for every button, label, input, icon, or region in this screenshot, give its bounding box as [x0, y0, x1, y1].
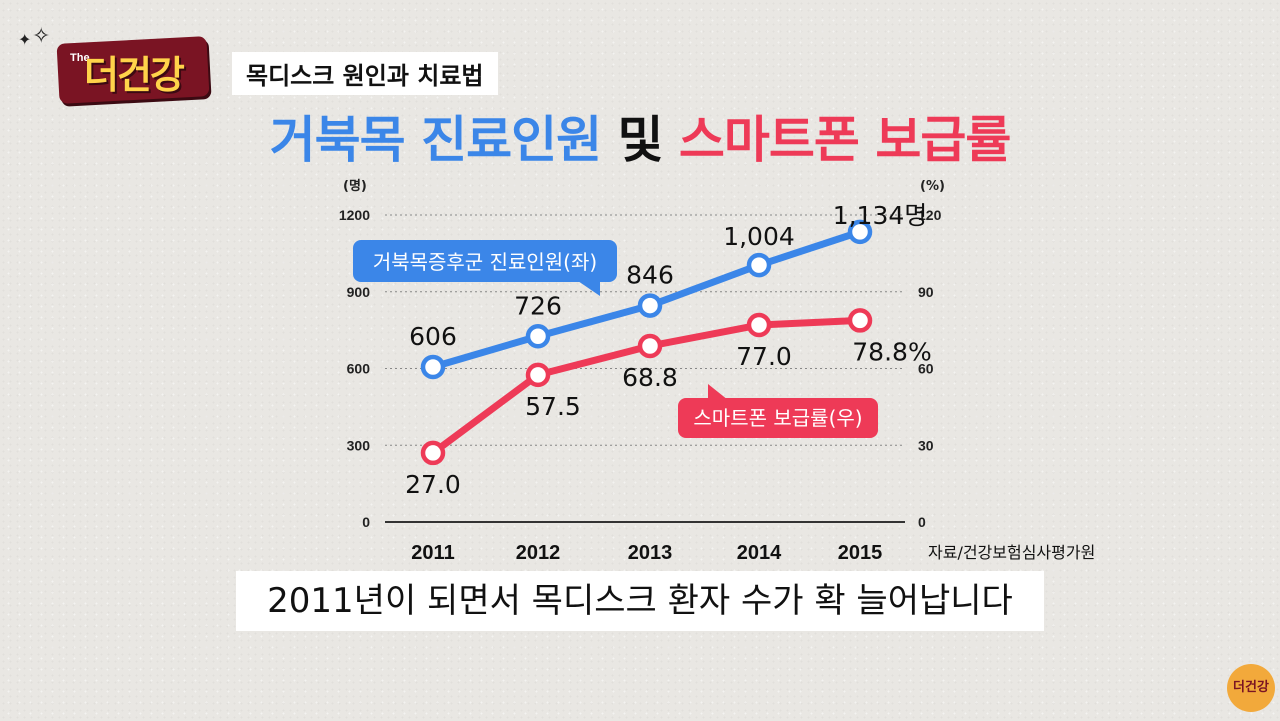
left-axis-unit: (명) [343, 178, 367, 194]
data-point [525, 324, 551, 349]
legend-callout-pointer [578, 281, 600, 296]
left-tick-label: 600 [347, 361, 371, 377]
data-label: 606 [409, 322, 457, 351]
x-tick-label: 2012 [516, 542, 561, 564]
data-label: 846 [626, 261, 674, 290]
brand-logo: The 더건강 [56, 36, 210, 104]
left-tick-label: 300 [347, 437, 371, 453]
subtitle: 목디스크 원인과 치료법 [232, 52, 498, 95]
logo-the: The [70, 52, 90, 64]
corner-logo: 더건강 [1227, 664, 1275, 712]
data-point [420, 440, 446, 466]
x-tick-label: 2011 [411, 542, 454, 564]
data-point [847, 219, 873, 245]
legend-callout-pointer [708, 384, 728, 400]
right-tick-label: 0 [918, 514, 926, 530]
right-axis-unit: (%) [920, 179, 945, 194]
x-tick-label: 2014 [737, 542, 782, 564]
title-part-3: 스마트폰 보급률 [678, 111, 1011, 169]
data-point [637, 293, 663, 318]
x-tick-label: 2015 [838, 542, 883, 564]
left-tick-label: 900 [347, 284, 371, 300]
data-point [420, 354, 446, 380]
data-label: 77.0 [736, 342, 792, 371]
data-point [746, 252, 772, 278]
legend-label-blue: 거북목증후군 진료인원(좌) [373, 250, 597, 274]
right-tick-label: 120 [918, 207, 942, 223]
sparkle-icon: ✦ [18, 30, 32, 49]
right-tick-label: 30 [918, 437, 934, 453]
logo-name: 더건강 [84, 53, 185, 97]
data-label: 1,134명 [833, 201, 928, 230]
right-tick-label: 60 [918, 361, 934, 377]
right-tick-label: 90 [918, 284, 934, 300]
left-tick-label: 1200 [339, 207, 370, 223]
data-label: 1,004 [723, 222, 795, 251]
source-note: 자료/건강보험심사평가원 [928, 543, 1095, 562]
sparkle-icon: ✧ [32, 24, 51, 49]
data-point [637, 333, 663, 359]
data-label: 57.5 [525, 392, 581, 421]
legend-label-red: 스마트폰 보급률(우) [693, 406, 862, 430]
title-part-2: 및 [617, 111, 664, 169]
legend-callout-red [678, 398, 878, 438]
data-point [746, 312, 772, 338]
data-label: 726 [514, 291, 562, 320]
caption: 2011년이 되면서 목디스크 환자 수가 확 늘어납니다 [236, 571, 1044, 631]
data-label: 27.0 [405, 470, 461, 499]
data-label: 68.8 [622, 363, 678, 392]
title-part-1: 거북목 진료인원 [269, 111, 602, 169]
x-tick-label: 2013 [628, 542, 673, 564]
page-title: 거북목 진료인원 및 스마트폰 보급률 [0, 100, 1280, 172]
data-point [847, 308, 873, 333]
data-point [525, 362, 551, 388]
left-tick-label: 0 [362, 514, 370, 530]
data-label: 78.8% [852, 337, 931, 366]
legend-callout-blue [353, 240, 617, 282]
